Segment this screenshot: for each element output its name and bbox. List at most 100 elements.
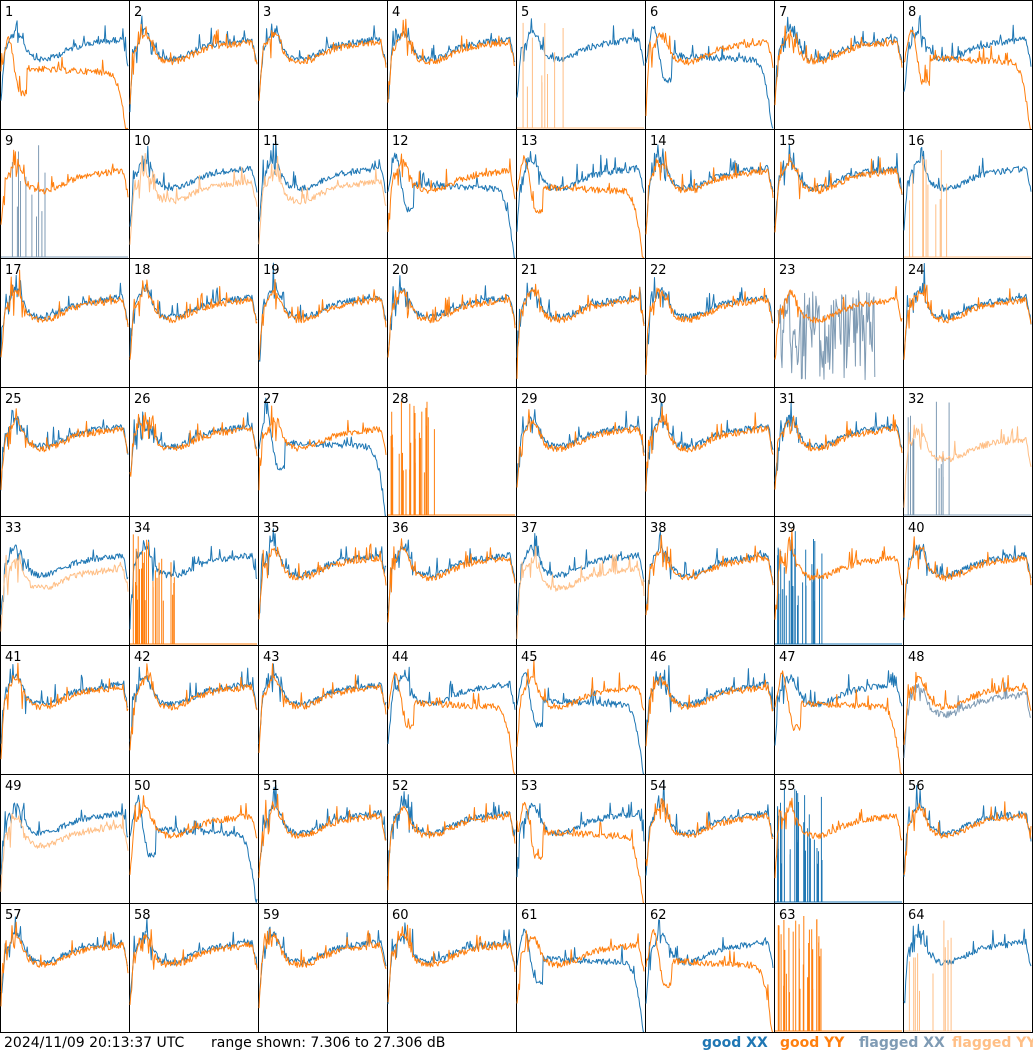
- panel-label-34: 34: [134, 521, 151, 536]
- panel-37: 37: [516, 516, 646, 646]
- panel-5-yy-series: [517, 22, 644, 129]
- panel-11-yy-series: [258, 155, 387, 245]
- panel-label-29: 29: [521, 392, 538, 407]
- panel-label-5: 5: [521, 5, 529, 20]
- panel-16-xx-series: [903, 146, 1032, 231]
- panel-label-61: 61: [521, 908, 538, 923]
- panel-44-xx-series: [387, 666, 516, 745]
- panel-47: 47: [774, 645, 904, 775]
- panel-label-24: 24: [908, 263, 925, 278]
- panel-20-yy-series: [387, 289, 516, 358]
- panel-label-52: 52: [392, 779, 409, 794]
- range-text: range shown: 7.306 to 27.306 dB: [211, 1035, 446, 1051]
- panel-label-28: 28: [392, 392, 409, 407]
- panel-46: 46: [645, 645, 775, 775]
- panel-35: 35: [258, 516, 388, 646]
- panel-15: 15: [774, 129, 904, 259]
- panel-10-yy-series: [129, 153, 258, 245]
- panel-label-25: 25: [5, 392, 22, 407]
- panel-25-yy-series: [0, 408, 129, 490]
- panel-label-63: 63: [779, 908, 796, 923]
- panel-12: 12: [387, 129, 517, 259]
- panel-32-yy-series: [903, 423, 1032, 508]
- panel-17: 17: [0, 258, 130, 388]
- panel-40-yy-series: [903, 536, 1032, 618]
- panel-17-xx-series: [0, 274, 129, 358]
- panel-label-37: 37: [521, 521, 538, 536]
- panel-8: 8: [903, 0, 1033, 130]
- panel-label-20: 20: [392, 263, 409, 278]
- panel-25-xx-series: [0, 409, 129, 491]
- panel-45-yy-series: [516, 659, 645, 747]
- panel-51-xx-series: [258, 784, 387, 872]
- panel-61-xx-series: [516, 928, 644, 1032]
- panel-64: 64: [903, 903, 1033, 1033]
- panel-13-yy-series: [516, 155, 644, 258]
- panel-59-yy-series: [258, 928, 387, 1009]
- panel-6: 6: [645, 0, 775, 130]
- panel-46-yy-series: [645, 675, 774, 747]
- panel-56-yy-series: [903, 801, 1032, 876]
- panel-50: 50: [129, 774, 259, 904]
- panel-48: 48: [903, 645, 1033, 775]
- panel-6-yy-series: [645, 32, 774, 117]
- panel-41: 41: [0, 645, 130, 775]
- panel-61: 61: [516, 903, 646, 1033]
- panel-41-yy-series: [0, 662, 129, 760]
- panel-label-39: 39: [779, 521, 796, 536]
- panel-45: 45: [516, 645, 646, 775]
- panel-48-xx-series: [903, 682, 1032, 759]
- panel-label-18: 18: [134, 263, 151, 278]
- panel-19-yy-series: [258, 279, 387, 361]
- panel-label-11: 11: [263, 134, 280, 149]
- panel-62: 62: [645, 903, 775, 1033]
- panel-label-38: 38: [650, 521, 667, 536]
- panel-4-yy-series: [387, 18, 516, 103]
- panel-45-xx-series: [516, 672, 644, 774]
- panel-label-4: 4: [392, 5, 400, 20]
- panel-39-xx-series: [775, 531, 902, 645]
- panel-1-xx-series: [0, 20, 129, 101]
- panel-58: 58: [129, 903, 259, 1033]
- panel-62-xx-series: [645, 919, 774, 1004]
- panel-label-15: 15: [779, 134, 796, 149]
- panel-10: 10: [129, 129, 259, 259]
- panel-5-xx-series: [516, 18, 645, 98]
- panel-50-xx-series: [129, 794, 258, 903]
- timestamp-text: 2024/11/09 20:13:37 UTC: [4, 1035, 185, 1051]
- panel-label-49: 49: [5, 779, 22, 794]
- panel-19: 19: [258, 258, 388, 388]
- panel-27: 27: [258, 387, 388, 517]
- panel-5: 5: [516, 0, 646, 130]
- panel-label-35: 35: [263, 521, 280, 536]
- panel-14: 14: [645, 129, 775, 259]
- panel-22-yy-series: [645, 287, 774, 375]
- panel-21: 21: [516, 258, 646, 388]
- panel-label-14: 14: [650, 134, 667, 149]
- panel-49-yy-series: [0, 813, 129, 892]
- panel-11: 11: [258, 129, 388, 259]
- panel-2: 2: [129, 0, 259, 130]
- panel-6-xx-series: [645, 25, 774, 129]
- panel-label-26: 26: [134, 392, 151, 407]
- panel-56: 56: [903, 774, 1033, 904]
- legend-flagged-xx: flagged XX: [859, 1035, 945, 1051]
- panel-20: 20: [387, 258, 517, 388]
- panel-32: 32: [903, 387, 1033, 517]
- panel-29-yy-series: [516, 409, 645, 488]
- panel-37-xx-series: [516, 533, 645, 616]
- panel-12-yy-series: [387, 153, 516, 232]
- panel-label-9: 9: [5, 134, 13, 149]
- panel-13: 13: [516, 129, 646, 259]
- panel-22: 22: [645, 258, 775, 388]
- panel-41-xx-series: [0, 664, 129, 744]
- panel-23-yy-series: [774, 286, 903, 360]
- panel-60-yy-series: [387, 924, 516, 1003]
- panel-label-3: 3: [263, 5, 271, 20]
- panel-label-1: 1: [5, 5, 13, 20]
- panel-label-22: 22: [650, 263, 667, 278]
- panel-label-43: 43: [263, 650, 280, 665]
- panel-15-yy-series: [774, 153, 903, 233]
- panel-label-58: 58: [134, 908, 151, 923]
